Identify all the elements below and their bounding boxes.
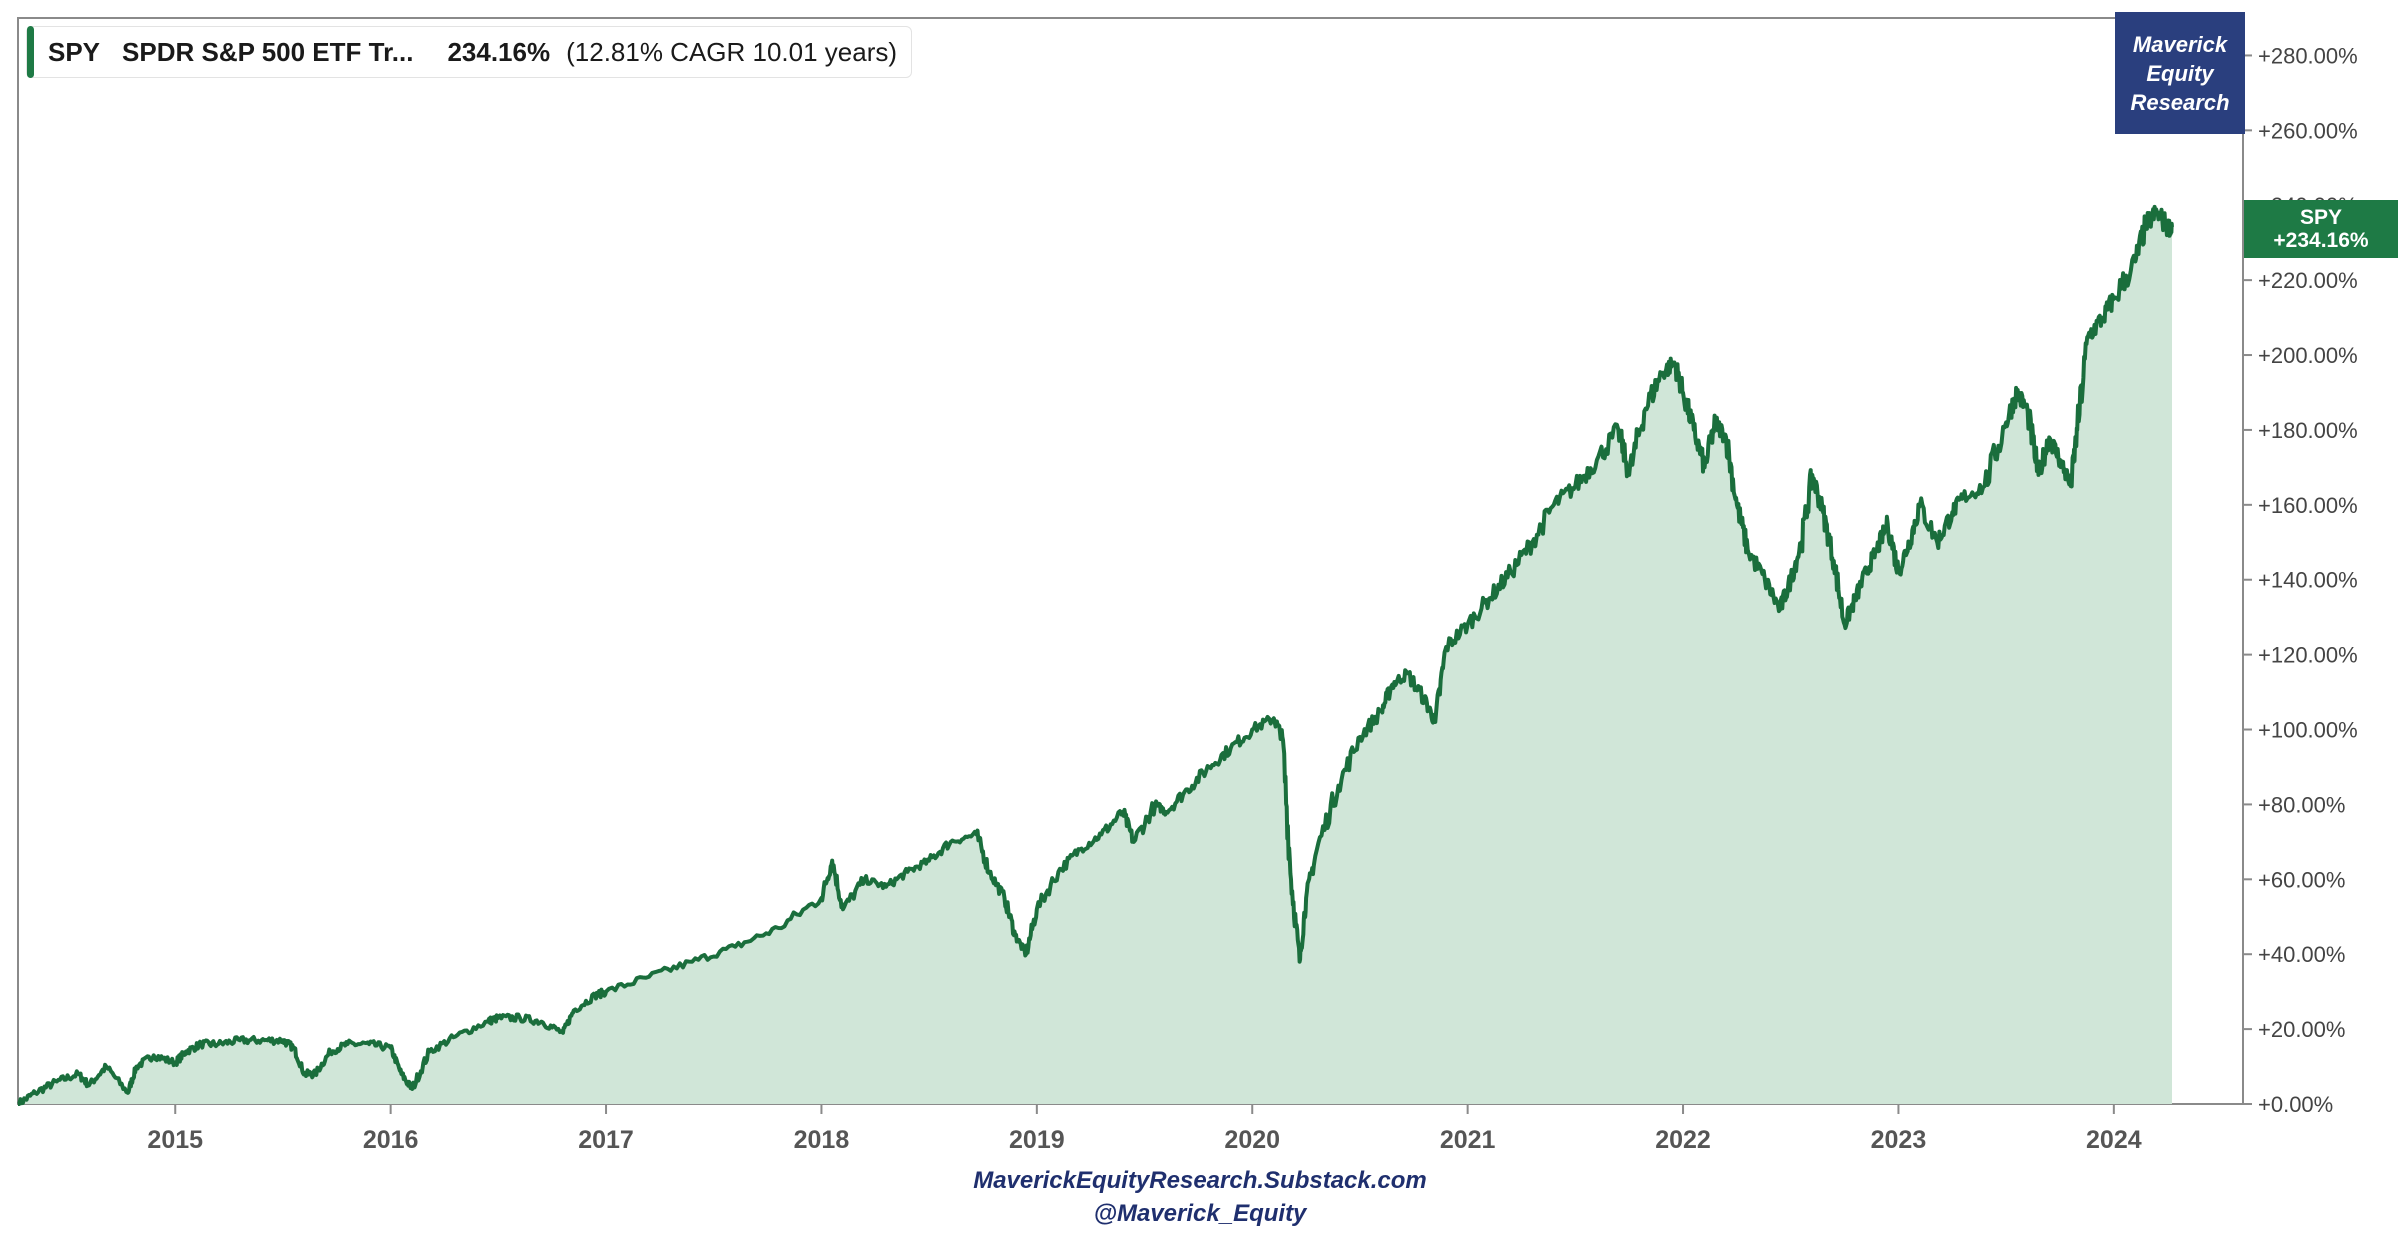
- x-tick-label: 2019: [1009, 1126, 1065, 1154]
- brand-line-1: Maverick: [2132, 31, 2228, 57]
- y-tick-label: +60.00%: [2258, 867, 2345, 892]
- x-tick-label: 2023: [1871, 1126, 1927, 1154]
- legend-total-return: 234.16%: [447, 36, 551, 67]
- x-tick-label: 2018: [794, 1126, 850, 1154]
- footer-site: MaverickEquityResearch.Substack.com: [973, 1167, 1427, 1194]
- y-tick-label: +40.00%: [2258, 942, 2345, 967]
- y-tick-label: +160.00%: [2258, 493, 2358, 518]
- y-tick-label: +100.00%: [2258, 718, 2358, 743]
- y-tick-label: +20.00%: [2258, 1017, 2345, 1042]
- y-tick-label: +120.00%: [2258, 643, 2358, 668]
- y-tick-label: +140.00%: [2258, 568, 2358, 593]
- end-label-ticker: SPY: [2299, 206, 2343, 229]
- y-tick-label: +0.00%: [2258, 1092, 2333, 1117]
- legend-fund-name: SPDR S&P 500 ETF Tr...: [122, 36, 414, 67]
- y-tick-label: +260.00%: [2258, 118, 2358, 143]
- brand-line-3: Research: [2130, 89, 2230, 115]
- legend: SPY SPDR S&P 500 ETF Tr... 234.16% (12.8…: [26, 26, 913, 78]
- y-tick-label: +80.00%: [2258, 792, 2345, 817]
- series-line-spy: [17, 204, 2174, 1106]
- y-tick-label: +220.00%: [2258, 268, 2358, 293]
- legend-ticker: SPY: [48, 36, 101, 67]
- brand-line-2: Equity: [2146, 60, 2214, 86]
- area-fill: [18, 206, 2172, 1104]
- legend-swatch: [27, 26, 34, 78]
- x-tick-label: 2024: [2086, 1126, 2142, 1154]
- y-axis: +0.00% +20.00% +40.00% +60.00% +80.00% +100.0…: [2243, 43, 2358, 1117]
- end-label-value: +234.16%: [2273, 229, 2369, 252]
- x-tick-label: 2015: [147, 1126, 203, 1154]
- series-end-label: SPY +234.16%: [2244, 200, 2398, 258]
- x-axis: 2015 2016 2017 2018 2019 2020 2021 2022 2023 2024: [147, 1104, 2142, 1154]
- y-tick-label: +180.00%: [2258, 418, 2358, 443]
- x-tick-label: 2020: [1224, 1126, 1280, 1154]
- x-tick-label: 2016: [363, 1126, 419, 1154]
- y-tick-label: +280.00%: [2258, 43, 2358, 68]
- y-tick-label: +200.00%: [2258, 343, 2358, 368]
- legend-cagr: (12.81% CAGR 10.01 years): [566, 36, 898, 67]
- footer-handle: @Maverick_Equity: [1093, 1200, 1307, 1227]
- x-tick-label: 2022: [1655, 1126, 1711, 1154]
- x-tick-label: 2017: [578, 1126, 634, 1154]
- x-tick-label: 2021: [1440, 1126, 1496, 1154]
- brand-logo: Maverick Equity Research: [2115, 12, 2245, 134]
